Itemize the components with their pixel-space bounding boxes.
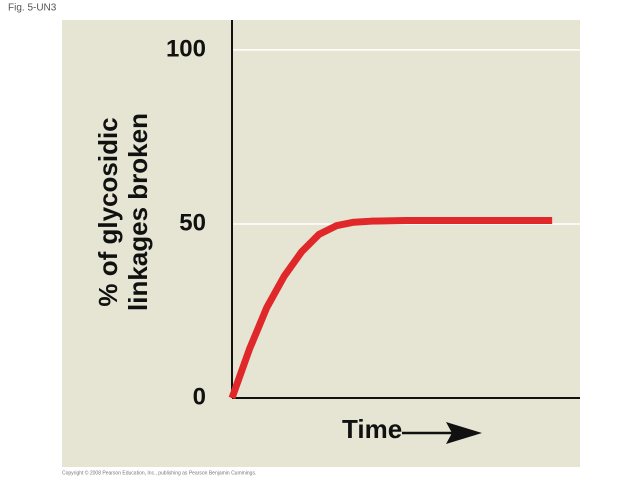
y-tick-label: 0 [193,383,206,410]
y-tick-label: 50 [179,209,206,236]
y-label-line: % of glycosidic [93,117,123,306]
x-label-box: Time [342,416,403,444]
y-tick-label: 100 [166,35,206,62]
data-line [228,216,553,400]
arrow-head [446,422,482,444]
y-label-line: linkages broken [123,113,153,311]
time-arrow [402,422,482,444]
x-label: Time [342,416,403,444]
y-label: % of glycosidic linkages broken [93,113,153,311]
plot-background [62,20,580,467]
figure-label: Fig. 5-UN3 [8,3,57,14]
copyright: Copyright © 2008 Pearson Education, Inc.… [62,469,256,476]
